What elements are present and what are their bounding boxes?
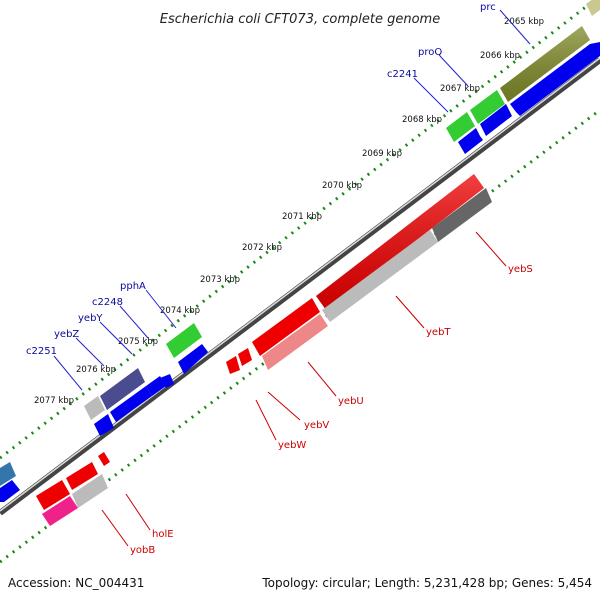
- gene-label-yebT[interactable]: yebT: [426, 327, 451, 338]
- gene-forward-9[interactable]: [0, 480, 20, 502]
- reverse-strand-track: [36, 174, 484, 510]
- gene-yobB-partner[interactable]: [36, 480, 70, 510]
- kbp-label: 2077 kbp: [34, 396, 74, 406]
- gene-label-yebU[interactable]: yebU: [338, 396, 364, 407]
- gene-yobB[interactable]: [42, 496, 78, 526]
- kbp-label: 2072 kbp: [242, 243, 282, 253]
- gene-label-yebS[interactable]: yebS: [508, 264, 533, 275]
- gene-pink-1[interactable]: [262, 314, 328, 370]
- gene-label-proQ[interactable]: proQ: [418, 47, 442, 58]
- gene-forward-2[interactable]: [480, 104, 512, 136]
- accession-text: Accession: NC_004431: [8, 576, 144, 590]
- gene-label-pphA[interactable]: pphA: [120, 281, 146, 292]
- outer-tick-ring: [0, 0, 598, 460]
- gene-yebV[interactable]: [238, 348, 252, 366]
- gene-label-yebY[interactable]: yebY: [78, 313, 103, 324]
- gene-partial-left[interactable]: [0, 462, 16, 486]
- gene-yebS[interactable]: [432, 188, 492, 242]
- gene-label-prc[interactable]: prc: [480, 2, 496, 13]
- gene-holE[interactable]: [72, 474, 108, 508]
- genome-backbone: [0, 57, 600, 516]
- gene-forward-5[interactable]: [110, 386, 152, 422]
- kbp-label: 2075 kbp: [118, 337, 158, 347]
- gene-forward-3[interactable]: [458, 128, 483, 154]
- kbp-label: 2067 kbp: [440, 84, 480, 94]
- kbp-labels: 2065 kbp 2066 kbp 2067 kbp 2068 kbp 2069…: [34, 17, 544, 406]
- gene-label-c2251[interactable]: c2251: [26, 346, 57, 357]
- kbp-label: 2076 kbp: [76, 365, 116, 375]
- genome-info-text: Topology: circular; Length: 5,231,428 bp…: [261, 576, 592, 590]
- gene-pphA[interactable]: [166, 323, 202, 358]
- gene-yebW[interactable]: [226, 356, 240, 374]
- gene-red-2[interactable]: [66, 462, 98, 490]
- kbp-label: 2069 kbp: [362, 149, 402, 159]
- gene-label-yebZ[interactable]: yebZ: [54, 329, 79, 340]
- kbp-label: 2074 kbp: [160, 306, 200, 316]
- gene-forward-1[interactable]: [510, 42, 600, 116]
- gene-c2248[interactable]: [100, 368, 145, 410]
- forward-strand-track: [0, 42, 600, 502]
- gene-label-yebV[interactable]: yebV: [304, 420, 329, 431]
- gene-forward-8[interactable]: [94, 414, 114, 436]
- top-gene-labels: prc proQ c2241 pphA c2248 yebY yebZ c225…: [26, 2, 531, 391]
- gene-forward-6[interactable]: [146, 376, 166, 396]
- kbp-label: 2073 kbp: [200, 275, 240, 285]
- kbp-label: 2065 kbp: [504, 17, 544, 27]
- kbp-label: 2066 kbp: [480, 51, 520, 61]
- gene-grey-long[interactable]: [322, 230, 438, 322]
- gene-partial-right[interactable]: [586, 0, 600, 16]
- bottom-gene-labels: yebS yebT yebU yebV yebW holE yobB: [101, 231, 533, 556]
- gene-red-3[interactable]: [98, 452, 110, 466]
- gene-yebU[interactable]: [252, 298, 320, 356]
- gene-label-c2248[interactable]: c2248: [92, 297, 123, 308]
- kbp-label: 2071 kbp: [282, 212, 322, 222]
- gene-label-yobB[interactable]: yobB: [130, 545, 155, 556]
- kbp-label: 2070 kbp: [322, 181, 362, 191]
- gene-proQ[interactable]: [470, 90, 505, 124]
- map-title: Escherichia coli CFT073, complete genome: [160, 12, 440, 27]
- outer-feature-track: [0, 0, 600, 486]
- gene-c2241[interactable]: [446, 112, 475, 142]
- gene-forward-4[interactable]: [178, 344, 208, 374]
- inner-feature-track: [42, 188, 492, 526]
- gene-label-c2241[interactable]: c2241: [387, 69, 418, 80]
- gene-yebY[interactable]: [84, 396, 105, 420]
- kbp-label: 2068 kbp: [402, 115, 442, 125]
- gene-label-yebW[interactable]: yebW: [278, 440, 306, 451]
- gene-label-holE[interactable]: holE: [152, 529, 174, 540]
- gene-forward-7[interactable]: [160, 374, 174, 388]
